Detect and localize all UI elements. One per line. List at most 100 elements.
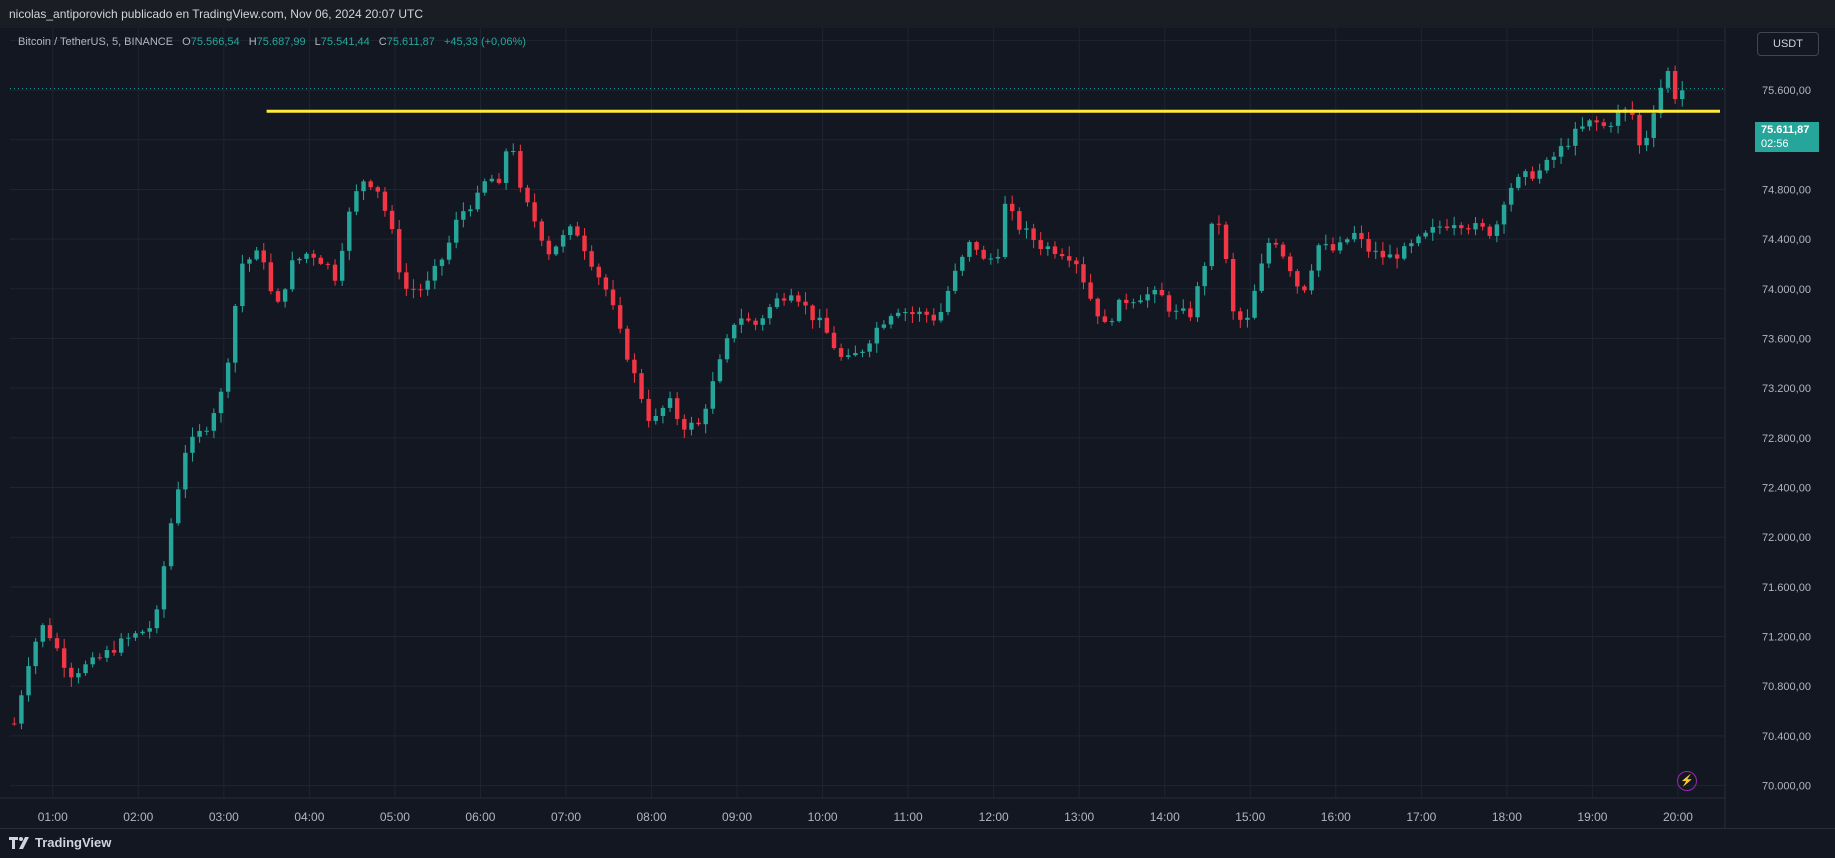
symbol-label[interactable]: Bitcoin / TetherUS, 5, BINANCE <box>18 36 174 48</box>
candle-body <box>1459 225 1464 229</box>
x-tick-label: 03:00 <box>209 810 239 824</box>
x-tick-label: 15:00 <box>1235 810 1265 824</box>
candle-body <box>1330 244 1336 251</box>
candle-body <box>1323 244 1329 246</box>
candle-body <box>1651 113 1656 138</box>
bar-countdown: 02:56 <box>1761 138 1789 150</box>
candle-body <box>853 353 858 356</box>
candle-body <box>1266 242 1272 264</box>
candle-body <box>696 422 701 425</box>
candle-body <box>268 262 274 292</box>
candle-body <box>739 318 744 325</box>
candle-body <box>1173 310 1179 312</box>
candle-body <box>1159 289 1165 296</box>
candle-body <box>667 398 673 408</box>
candle-body <box>952 270 958 291</box>
currency-button[interactable]: USDT <box>1757 32 1819 56</box>
candle-body <box>1658 87 1664 114</box>
candle-body <box>1615 112 1621 126</box>
candle-body <box>646 398 651 421</box>
candle-body <box>1558 146 1564 157</box>
candle-body <box>1437 226 1443 228</box>
candle-body <box>225 362 231 392</box>
candle-body <box>26 666 31 696</box>
candle-body <box>454 219 459 243</box>
candle-body <box>233 306 238 363</box>
y-tick-label: 74.400,00 <box>1762 234 1811 246</box>
y-tick-label: 72.000,00 <box>1762 532 1811 544</box>
brand-text: TradingView <box>35 835 112 850</box>
candle-body <box>1280 244 1286 257</box>
candle-body <box>361 181 366 192</box>
candle-body <box>418 289 423 291</box>
candle-body <box>404 272 409 289</box>
candle-body <box>204 430 209 432</box>
candle-body <box>1345 239 1350 243</box>
candle-body <box>1530 171 1535 179</box>
candle-body <box>582 235 587 252</box>
candle-body <box>596 266 601 278</box>
x-tick-label: 01:00 <box>38 810 68 824</box>
candle-body <box>888 316 894 325</box>
candle-body <box>903 312 908 314</box>
candle-body <box>1544 159 1550 171</box>
candle-body <box>789 295 794 301</box>
candle-body <box>211 413 217 431</box>
candle-body <box>197 430 202 437</box>
candle-body <box>1166 295 1172 312</box>
candle-body <box>503 151 509 183</box>
candle-body <box>553 246 559 255</box>
candle-body <box>774 298 780 308</box>
tradingview-logo[interactable]: TradingView <box>9 835 111 850</box>
candle-body <box>61 648 67 668</box>
candle-body <box>1002 203 1008 257</box>
y-tick-label: 70.000,00 <box>1762 781 1811 793</box>
chart-frame[interactable] <box>0 28 1835 828</box>
candle-body <box>1337 242 1343 251</box>
price-chart[interactable]: 76.000,0075.600,0075.200,0074.800,0074.4… <box>0 28 1835 828</box>
close-value: 75.611,87 <box>386 36 435 48</box>
y-tick-label: 70.800,00 <box>1762 681 1811 693</box>
candle-body <box>1259 263 1264 291</box>
candle-body <box>1366 239 1371 252</box>
candle-body <box>1230 258 1236 312</box>
candle-body <box>332 264 338 281</box>
candle-body <box>297 258 302 261</box>
candle-body <box>1430 226 1435 233</box>
candle-body <box>639 373 644 399</box>
candle-body <box>796 295 801 302</box>
candle-body <box>1202 266 1207 287</box>
candle-body <box>347 211 352 251</box>
candle-body <box>632 359 637 374</box>
candle-body <box>511 151 516 153</box>
candle-body <box>1223 224 1229 259</box>
close-label: C <box>378 36 387 48</box>
candle-body <box>682 418 687 430</box>
candle-body <box>1295 271 1300 287</box>
candle-body <box>1352 232 1357 240</box>
candle-body <box>1409 243 1414 247</box>
candle-body <box>1188 308 1193 318</box>
last-price-tag: 75.611,87 02:56 <box>1755 122 1819 152</box>
candle-body <box>874 327 879 344</box>
high-value: 75.687,99 <box>256 36 306 48</box>
candle-body <box>154 609 160 629</box>
candle-body <box>1316 245 1321 271</box>
candle-body <box>803 301 808 306</box>
candle-body <box>974 242 979 250</box>
candle-body <box>1672 71 1678 100</box>
lightning-icon[interactable]: ⚡ <box>1677 771 1697 791</box>
candle-body <box>767 307 773 319</box>
candle-body <box>1245 317 1250 320</box>
candle-body <box>147 628 152 632</box>
candle-body <box>368 181 373 188</box>
candle-body <box>617 305 623 329</box>
x-tick-label: 19:00 <box>1577 810 1607 824</box>
candle-body <box>817 317 822 321</box>
candle-body <box>1508 187 1514 205</box>
candle-body <box>1380 250 1386 258</box>
candle-body <box>339 250 345 281</box>
candle-body <box>1088 282 1093 299</box>
candle-body <box>482 181 487 193</box>
candle-body <box>860 351 865 354</box>
